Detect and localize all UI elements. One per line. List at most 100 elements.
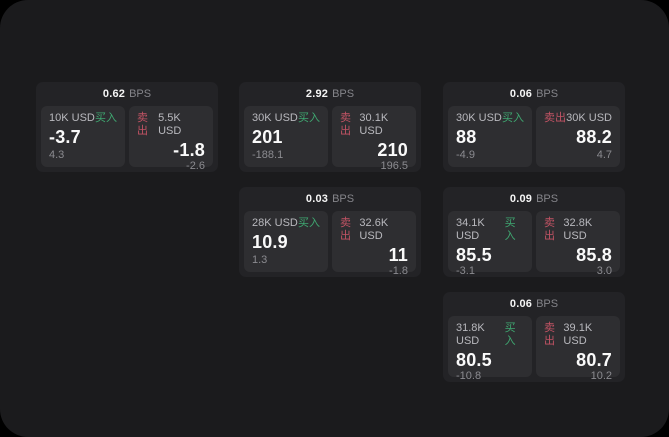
- buy-label[interactable]: 买入: [502, 112, 524, 124]
- quote-card: 0.62 BPS 10K USD 买入 -3.7 4.3 卖出 5.5K USD…: [36, 82, 218, 172]
- quote-card: 2.92 BPS 30K USD 买入 201 -188.1 卖出 30.1K …: [239, 82, 421, 172]
- buy-tile[interactable]: 31.8K USD 买入 80.5 -10.8: [448, 316, 532, 382]
- buy-label[interactable]: 买入: [298, 217, 320, 229]
- sell-change: -2.6: [186, 160, 205, 172]
- spread-value: 0.06: [509, 88, 533, 100]
- sell-label[interactable]: 卖出: [137, 112, 148, 137]
- quote-card: 0.06 BPS 30K USD 买入 88 -4.9 卖出 30K USD 8…: [443, 82, 625, 172]
- buy-change: -3.1: [456, 265, 475, 277]
- spread-unit: BPS: [332, 88, 355, 100]
- spread-value: 0.09: [509, 193, 533, 205]
- sell-amount: 39.1K USD: [563, 322, 593, 347]
- buy-price: 85.5: [456, 245, 492, 265]
- quote-panels: 28K USD 买入 10.9 1.3 卖出 32.6K USD 11 -1.8: [239, 211, 421, 277]
- buy-tile-top: 34.1K USD 买入: [456, 217, 524, 243]
- spread-unit: BPS: [536, 298, 559, 310]
- sell-tile-top: 卖出 39.1K USD: [544, 322, 612, 348]
- buy-price: 201: [252, 127, 283, 147]
- spread-value: 2.92: [305, 88, 329, 100]
- sell-label[interactable]: 卖出: [340, 217, 351, 242]
- sell-label[interactable]: 卖出: [544, 112, 566, 124]
- sell-amount: 30.1K USD: [359, 112, 389, 137]
- sell-price: -1.8: [173, 140, 205, 160]
- spread-header: 0.03 BPS: [239, 187, 421, 211]
- sell-amount: 5.5K USD: [158, 112, 182, 137]
- quote-card: 0.09 BPS 34.1K USD 买入 85.5 -3.1 卖出 32.8K…: [443, 187, 625, 277]
- buy-change: 1.3: [252, 254, 268, 266]
- quote-card: 0.03 BPS 28K USD 买入 10.9 1.3 卖出 32.6K US…: [239, 187, 421, 277]
- quote-card: 0.06 BPS 31.8K USD 买入 80.5 -10.8 卖出 39.1…: [443, 292, 625, 382]
- sell-tile-top: 卖出 32.6K USD: [340, 217, 408, 243]
- buy-label[interactable]: 买入: [504, 322, 516, 347]
- buy-amount: 28K USD: [252, 217, 298, 229]
- buy-tile[interactable]: 30K USD 买入 88 -4.9: [448, 106, 532, 167]
- sell-amount: 32.6K USD: [359, 217, 389, 242]
- buy-price: 80.5: [456, 350, 492, 370]
- spread-unit: BPS: [332, 193, 355, 205]
- spread-unit: BPS: [536, 88, 559, 100]
- spread-unit: BPS: [536, 193, 559, 205]
- buy-label[interactable]: 买入: [298, 112, 320, 124]
- sell-change: 196.5: [380, 160, 408, 172]
- buy-amount: 10K USD: [49, 112, 95, 124]
- sell-tile[interactable]: 卖出 30.1K USD 210 196.5: [332, 106, 416, 172]
- buy-amount: 34.1K USD: [456, 217, 485, 242]
- sell-price: 88.2: [576, 127, 612, 147]
- spread-header: 0.06 BPS: [443, 292, 625, 316]
- buy-tile-top: 10K USD 买入: [49, 112, 117, 125]
- quote-panels: 10K USD 买入 -3.7 4.3 卖出 5.5K USD -1.8 -2.…: [36, 106, 218, 172]
- buy-tile-top: 31.8K USD 买入: [456, 322, 524, 348]
- spread-header: 2.92 BPS: [239, 82, 421, 106]
- spread-header: 0.06 BPS: [443, 82, 625, 106]
- quote-panels: 30K USD 买入 201 -188.1 卖出 30.1K USD 210 1…: [239, 106, 421, 172]
- sell-price: 210: [377, 140, 408, 160]
- spread-value: 0.06: [509, 298, 533, 310]
- buy-tile-top: 28K USD 买入: [252, 217, 320, 230]
- sell-price: 80.7: [576, 350, 612, 370]
- sell-price: 85.8: [576, 245, 612, 265]
- sell-amount: 30K USD: [566, 112, 612, 124]
- sell-tile[interactable]: 卖出 32.6K USD 11 -1.8: [332, 211, 416, 277]
- sell-amount: 32.8K USD: [563, 217, 593, 242]
- sell-tile[interactable]: 卖出 32.8K USD 85.8 3.0: [536, 211, 620, 277]
- spread-value: 0.03: [305, 193, 329, 205]
- spread-header: 0.09 BPS: [443, 187, 625, 211]
- sell-label[interactable]: 卖出: [544, 322, 555, 347]
- spread-value: 0.62: [102, 88, 126, 100]
- sell-change: 10.2: [590, 370, 612, 382]
- sell-label[interactable]: 卖出: [544, 217, 555, 242]
- buy-label[interactable]: 买入: [95, 112, 117, 124]
- buy-price: -3.7: [49, 127, 81, 147]
- buy-tile-top: 30K USD 买入: [456, 112, 524, 125]
- buy-tile[interactable]: 30K USD 买入 201 -188.1: [244, 106, 328, 167]
- sell-change: 3.0: [596, 265, 612, 277]
- buy-price: 10.9: [252, 232, 288, 252]
- buy-label[interactable]: 买入: [504, 217, 516, 242]
- buy-amount: 30K USD: [456, 112, 502, 124]
- sell-tile-top: 卖出 30.1K USD: [340, 112, 408, 138]
- sell-change: 4.7: [596, 149, 612, 161]
- buy-amount: 30K USD: [252, 112, 298, 124]
- buy-tile[interactable]: 34.1K USD 买入 85.5 -3.1: [448, 211, 532, 277]
- buy-change: -4.9: [456, 149, 475, 161]
- buy-price: 88: [456, 127, 477, 147]
- quote-panels: 34.1K USD 买入 85.5 -3.1 卖出 32.8K USD 85.8…: [443, 211, 625, 277]
- sell-label[interactable]: 卖出: [340, 112, 351, 137]
- buy-change: 4.3: [49, 149, 65, 161]
- sell-tile-top: 卖出 32.8K USD: [544, 217, 612, 243]
- quote-panels: 30K USD 买入 88 -4.9 卖出 30K USD 88.2 4.7: [443, 106, 625, 172]
- quote-panels: 31.8K USD 买入 80.5 -10.8 卖出 39.1K USD 80.…: [443, 316, 625, 382]
- buy-change: -188.1: [252, 149, 284, 161]
- spread-header: 0.62 BPS: [36, 82, 218, 106]
- sell-tile[interactable]: 卖出 5.5K USD -1.8 -2.6: [129, 106, 213, 172]
- sell-tile-top: 卖出 30K USD: [544, 112, 612, 125]
- buy-tile[interactable]: 28K USD 买入 10.9 1.3: [244, 211, 328, 272]
- sell-price: 11: [388, 245, 408, 265]
- spread-unit: BPS: [129, 88, 152, 100]
- sell-tile[interactable]: 卖出 30K USD 88.2 4.7: [536, 106, 620, 167]
- buy-amount: 31.8K USD: [456, 322, 485, 347]
- sell-tile[interactable]: 卖出 39.1K USD 80.7 10.2: [536, 316, 620, 382]
- sell-tile-top: 卖出 5.5K USD: [137, 112, 205, 138]
- buy-tile[interactable]: 10K USD 买入 -3.7 4.3: [41, 106, 125, 167]
